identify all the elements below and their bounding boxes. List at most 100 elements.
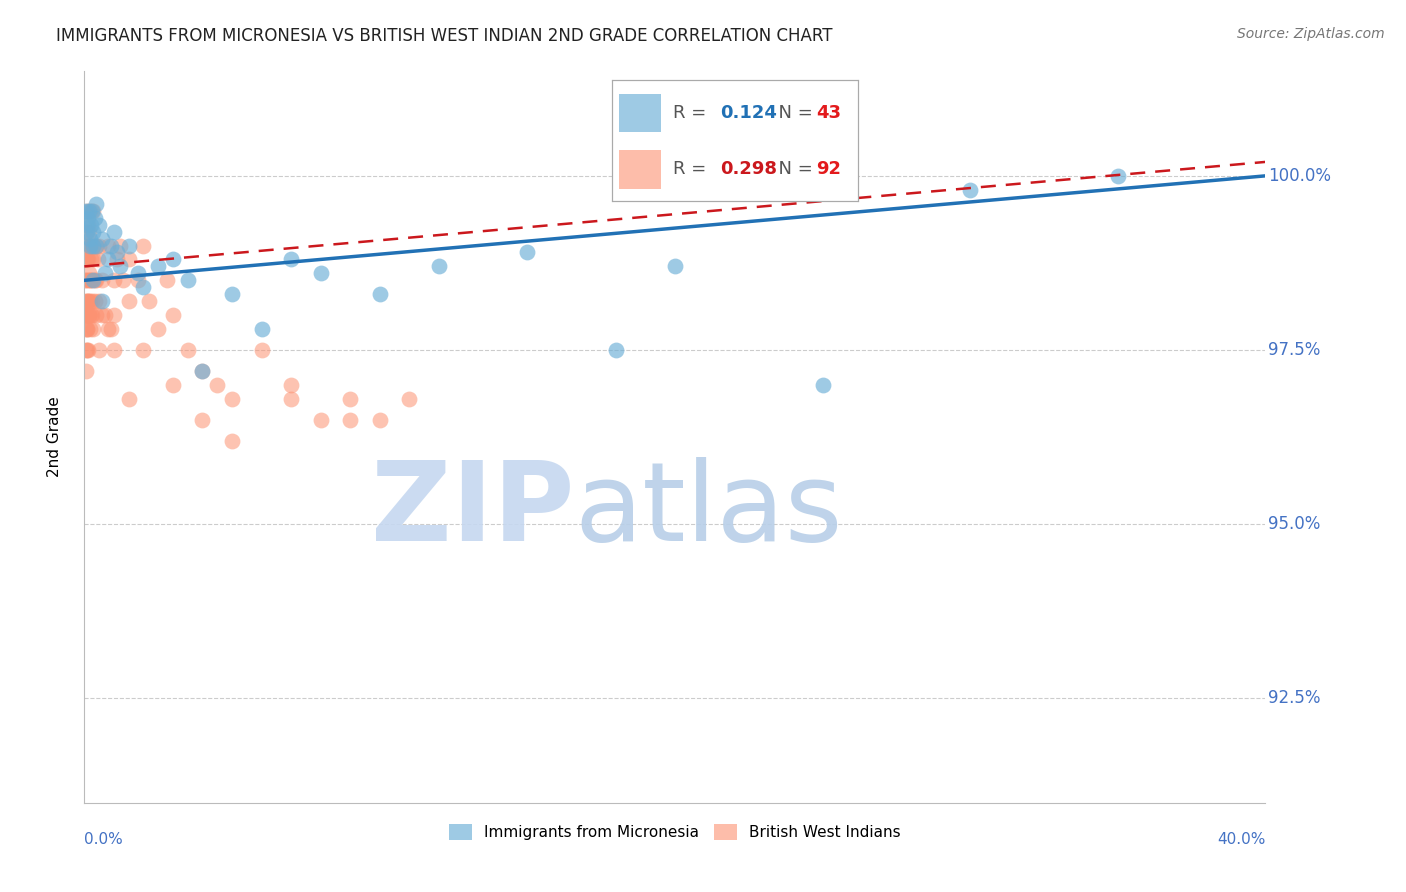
Point — [84, 273, 107, 287]
Point — [118, 294, 141, 309]
Bar — [619, 94, 661, 132]
Point — [82, 225, 104, 239]
Point — [127, 266, 149, 280]
Point — [221, 434, 243, 448]
Text: N =: N = — [766, 103, 818, 122]
Point — [664, 260, 686, 274]
Point — [77, 203, 100, 218]
Point — [79, 294, 101, 309]
Point — [191, 412, 214, 426]
Point — [76, 294, 98, 309]
Point — [605, 343, 627, 357]
Text: IMMIGRANTS FROM MICRONESIA VS BRITISH WEST INDIAN 2ND GRADE CORRELATION CHART: IMMIGRANTS FROM MICRONESIA VS BRITISH WE… — [56, 27, 832, 45]
Point — [84, 196, 107, 211]
Point — [309, 266, 332, 280]
Point — [339, 412, 361, 426]
Point — [398, 392, 420, 406]
Point — [80, 294, 103, 309]
Point — [221, 287, 243, 301]
Point — [82, 238, 104, 252]
Point — [82, 238, 104, 252]
Point — [80, 308, 103, 322]
Point — [91, 308, 114, 322]
Point — [80, 203, 103, 218]
Point — [75, 308, 97, 322]
Point — [111, 273, 134, 287]
Point — [959, 183, 981, 197]
Text: 0.298: 0.298 — [720, 161, 778, 178]
Point — [84, 238, 107, 252]
Point — [87, 238, 111, 252]
Point — [427, 260, 450, 274]
Point — [75, 238, 97, 252]
Point — [75, 203, 97, 218]
Point — [73, 273, 96, 287]
Text: 92: 92 — [815, 161, 841, 178]
Point — [77, 252, 100, 267]
Point — [75, 273, 97, 287]
Point — [79, 238, 101, 252]
Point — [79, 273, 101, 287]
Point — [148, 322, 170, 336]
Point — [83, 294, 105, 309]
Text: 43: 43 — [815, 103, 841, 122]
Point — [82, 273, 104, 287]
Point — [87, 218, 111, 232]
Point — [97, 322, 120, 336]
Point — [118, 252, 141, 267]
Text: 0.124: 0.124 — [720, 103, 776, 122]
Text: 92.5%: 92.5% — [1268, 690, 1320, 707]
Text: R =: R = — [673, 103, 711, 122]
Point — [309, 412, 332, 426]
Point — [91, 273, 114, 287]
Point — [76, 203, 98, 218]
Point — [148, 260, 170, 274]
Point — [339, 392, 361, 406]
Point — [75, 322, 97, 336]
Point — [77, 218, 100, 232]
Point — [1107, 169, 1129, 183]
Point — [97, 252, 120, 267]
Point — [103, 273, 125, 287]
Point — [221, 392, 243, 406]
Point — [177, 273, 200, 287]
Point — [75, 308, 97, 322]
Point — [516, 245, 538, 260]
Point — [82, 322, 104, 336]
Point — [162, 308, 184, 322]
Point — [280, 377, 302, 392]
Point — [75, 294, 97, 309]
Point — [76, 308, 98, 322]
Point — [77, 294, 100, 309]
Point — [77, 294, 100, 309]
Point — [280, 392, 302, 406]
Text: 40.0%: 40.0% — [1218, 832, 1265, 847]
Text: 97.5%: 97.5% — [1268, 341, 1320, 359]
Point — [177, 343, 200, 357]
Point — [103, 343, 125, 357]
Bar — [619, 150, 661, 188]
Text: 100.0%: 100.0% — [1268, 167, 1330, 185]
Point — [77, 273, 100, 287]
Point — [82, 203, 104, 218]
Point — [132, 238, 155, 252]
Text: Source: ZipAtlas.com: Source: ZipAtlas.com — [1237, 27, 1385, 41]
Point — [132, 343, 155, 357]
Text: N =: N = — [766, 161, 818, 178]
Point — [94, 266, 117, 280]
Point — [368, 412, 391, 426]
Point — [82, 252, 104, 267]
Point — [77, 343, 100, 357]
Point — [138, 294, 160, 309]
Point — [127, 273, 149, 287]
Point — [77, 225, 100, 239]
Point — [105, 245, 128, 260]
Text: ZIP: ZIP — [371, 457, 575, 564]
Point — [118, 238, 141, 252]
Text: atlas: atlas — [575, 457, 844, 564]
Point — [76, 252, 98, 267]
Point — [162, 377, 184, 392]
Point — [79, 203, 101, 218]
Point — [132, 280, 155, 294]
Point — [76, 252, 98, 267]
